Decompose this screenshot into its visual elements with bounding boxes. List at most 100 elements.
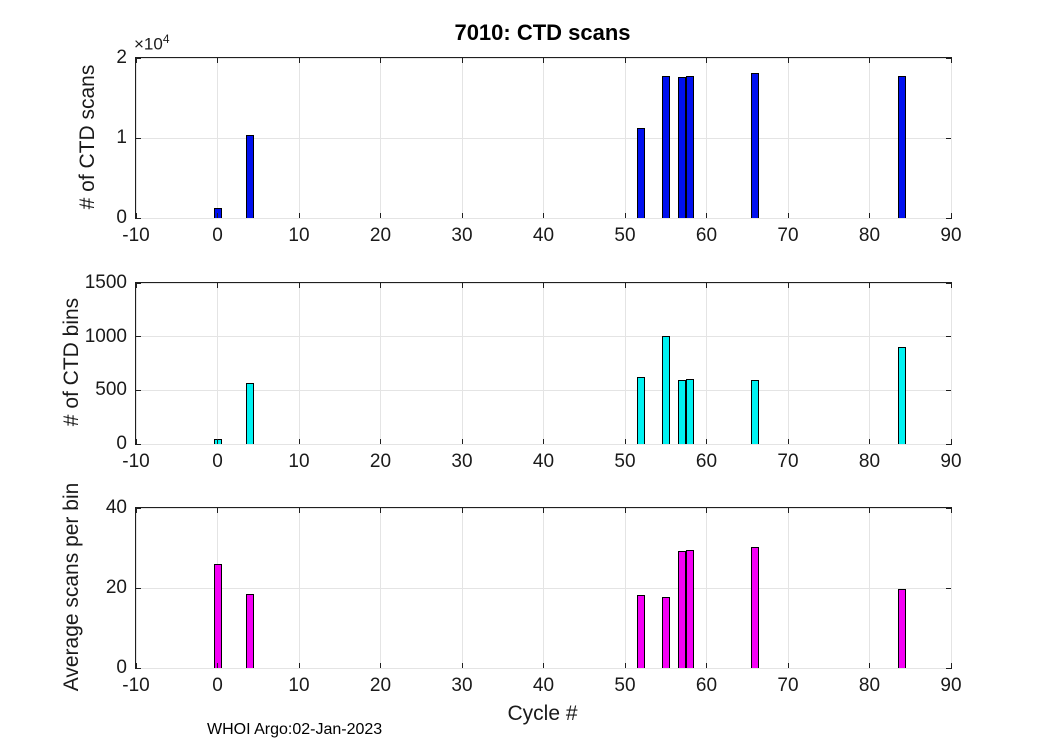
x-tick-label-10: 10 (288, 225, 310, 246)
y-tick-label-0: 0 (116, 657, 127, 678)
x-tick-label-0: 0 (212, 675, 223, 696)
gridline-y-1000 (136, 336, 951, 338)
x-tick-label-80: 80 (858, 675, 881, 696)
x-tick-label-20: 20 (369, 675, 392, 696)
x-tick-mark (543, 283, 544, 288)
bar-cycle-52 (637, 377, 646, 444)
x-tick-mark (135, 439, 137, 444)
x-tick-mark (461, 663, 463, 668)
x-tick-label-10: 10 (288, 451, 310, 472)
footer-annotation: WHOI Argo:02-Jan-2023 (207, 721, 383, 738)
x-tick-label-40: 40 (532, 451, 555, 472)
y-tick-mark (946, 507, 951, 509)
x-tick-label-40: 40 (532, 225, 555, 246)
x-tick-label--10: -10 (122, 451, 150, 472)
x-tick-mark (787, 283, 789, 288)
x-tick-mark (380, 439, 381, 444)
y-tick-label-1: 1 (116, 127, 127, 148)
y-tick-mark (136, 443, 141, 445)
bar-cycle-84 (898, 76, 907, 218)
x-tick-mark (950, 508, 952, 513)
x-tick-mark (380, 283, 381, 288)
gridline-x-90 (950, 283, 952, 444)
bar-cycle-57 (678, 379, 687, 444)
x-tick-mark (461, 58, 463, 63)
x-tick-mark (950, 663, 952, 668)
x-tick-mark (461, 283, 463, 288)
x-tick-mark (380, 58, 381, 63)
gridline-y-20 (136, 587, 951, 589)
x-tick-mark (706, 439, 707, 444)
bar-cycle-4 (246, 383, 255, 444)
bar-cycle-84 (898, 588, 907, 668)
x-tick-label-60: 60 (695, 675, 718, 696)
y-tick-label-500: 500 (95, 379, 127, 401)
x-tick-label-10: 10 (288, 675, 310, 696)
bar-cycle-4 (246, 134, 255, 218)
x-tick-label--10: -10 (122, 225, 150, 246)
y-tick-label-1500: 1500 (84, 272, 127, 293)
x-tick-mark (217, 508, 218, 513)
x-tick-label-30: 30 (451, 225, 473, 246)
x-tick-mark (380, 508, 381, 513)
x-tick-label-90: 90 (940, 225, 962, 246)
x-tick-mark (706, 213, 707, 218)
gridline-x-90 (950, 508, 952, 668)
bar-cycle-66 (751, 546, 760, 668)
x-tick-mark (706, 283, 707, 288)
gridline-y-0 (136, 217, 951, 219)
x-tick-label-50: 50 (614, 675, 636, 696)
gridline-x--10 (135, 283, 137, 444)
x-tick-mark (624, 213, 626, 218)
gridline-x-50 (624, 283, 626, 444)
x-tick-mark (787, 58, 789, 63)
bar-cycle-52 (637, 594, 646, 668)
y-tick-mark (136, 336, 141, 338)
x-tick-label-90: 90 (940, 451, 962, 472)
x-tick-mark (869, 439, 870, 444)
x-tick-mark (706, 508, 707, 513)
y-tick-mark (946, 57, 951, 59)
x-tick-mark (135, 508, 137, 513)
gridline-x-40 (543, 283, 544, 444)
bar-cycle-55 (661, 75, 670, 218)
bar-cycle-52 (637, 127, 646, 218)
x-tick-label-0: 0 (212, 225, 223, 246)
gridline-x-80 (869, 283, 870, 444)
x-tick-mark (624, 58, 626, 63)
x-tick-mark (135, 213, 137, 218)
exponent-base: ×10 (134, 34, 163, 54)
plot-title: 7010: CTD scans (454, 20, 631, 45)
x-tick-mark (543, 439, 544, 444)
x-tick-mark (869, 283, 870, 288)
subplot-ctd-scans: 0 1 2 -10 0 10 20 30 40 50 60 70 80 90 (116, 47, 961, 246)
x-tick-label-80: 80 (858, 451, 881, 472)
y-tick-mark (946, 587, 951, 589)
bar-cycle-58 (686, 379, 695, 444)
x-tick-label-60: 60 (695, 225, 718, 246)
x-tick-mark (624, 508, 626, 513)
x-tick-mark (869, 663, 870, 668)
x-tick-mark (461, 439, 463, 444)
y-tick-mark (946, 282, 951, 284)
gridline-x-0 (217, 283, 218, 444)
gridline-x-20 (380, 283, 381, 444)
x-tick-label-0: 0 (212, 451, 223, 472)
y-tick-mark (946, 443, 951, 445)
gridline-y-10000 (136, 137, 951, 139)
bar-cycle-66 (751, 73, 760, 218)
y-tick-label-2: 2 (116, 47, 127, 68)
y-tick-label-0: 0 (116, 207, 127, 228)
subplot-avg-scans-per-bin: 0 20 40 -10 0 10 20 30 40 50 60 70 80 90 (106, 497, 962, 696)
x-tick-mark (787, 663, 789, 668)
y-axis-label-bins: # of CTD bins (60, 297, 83, 427)
x-tick-mark (217, 58, 218, 63)
x-tick-mark (217, 213, 218, 218)
bar-cycle-0 (213, 207, 222, 218)
x-tick-mark (950, 58, 952, 63)
x-tick-mark (380, 213, 381, 218)
x-tick-mark (950, 439, 952, 444)
gridline-y-500 (136, 389, 951, 391)
x-tick-mark (298, 213, 300, 218)
